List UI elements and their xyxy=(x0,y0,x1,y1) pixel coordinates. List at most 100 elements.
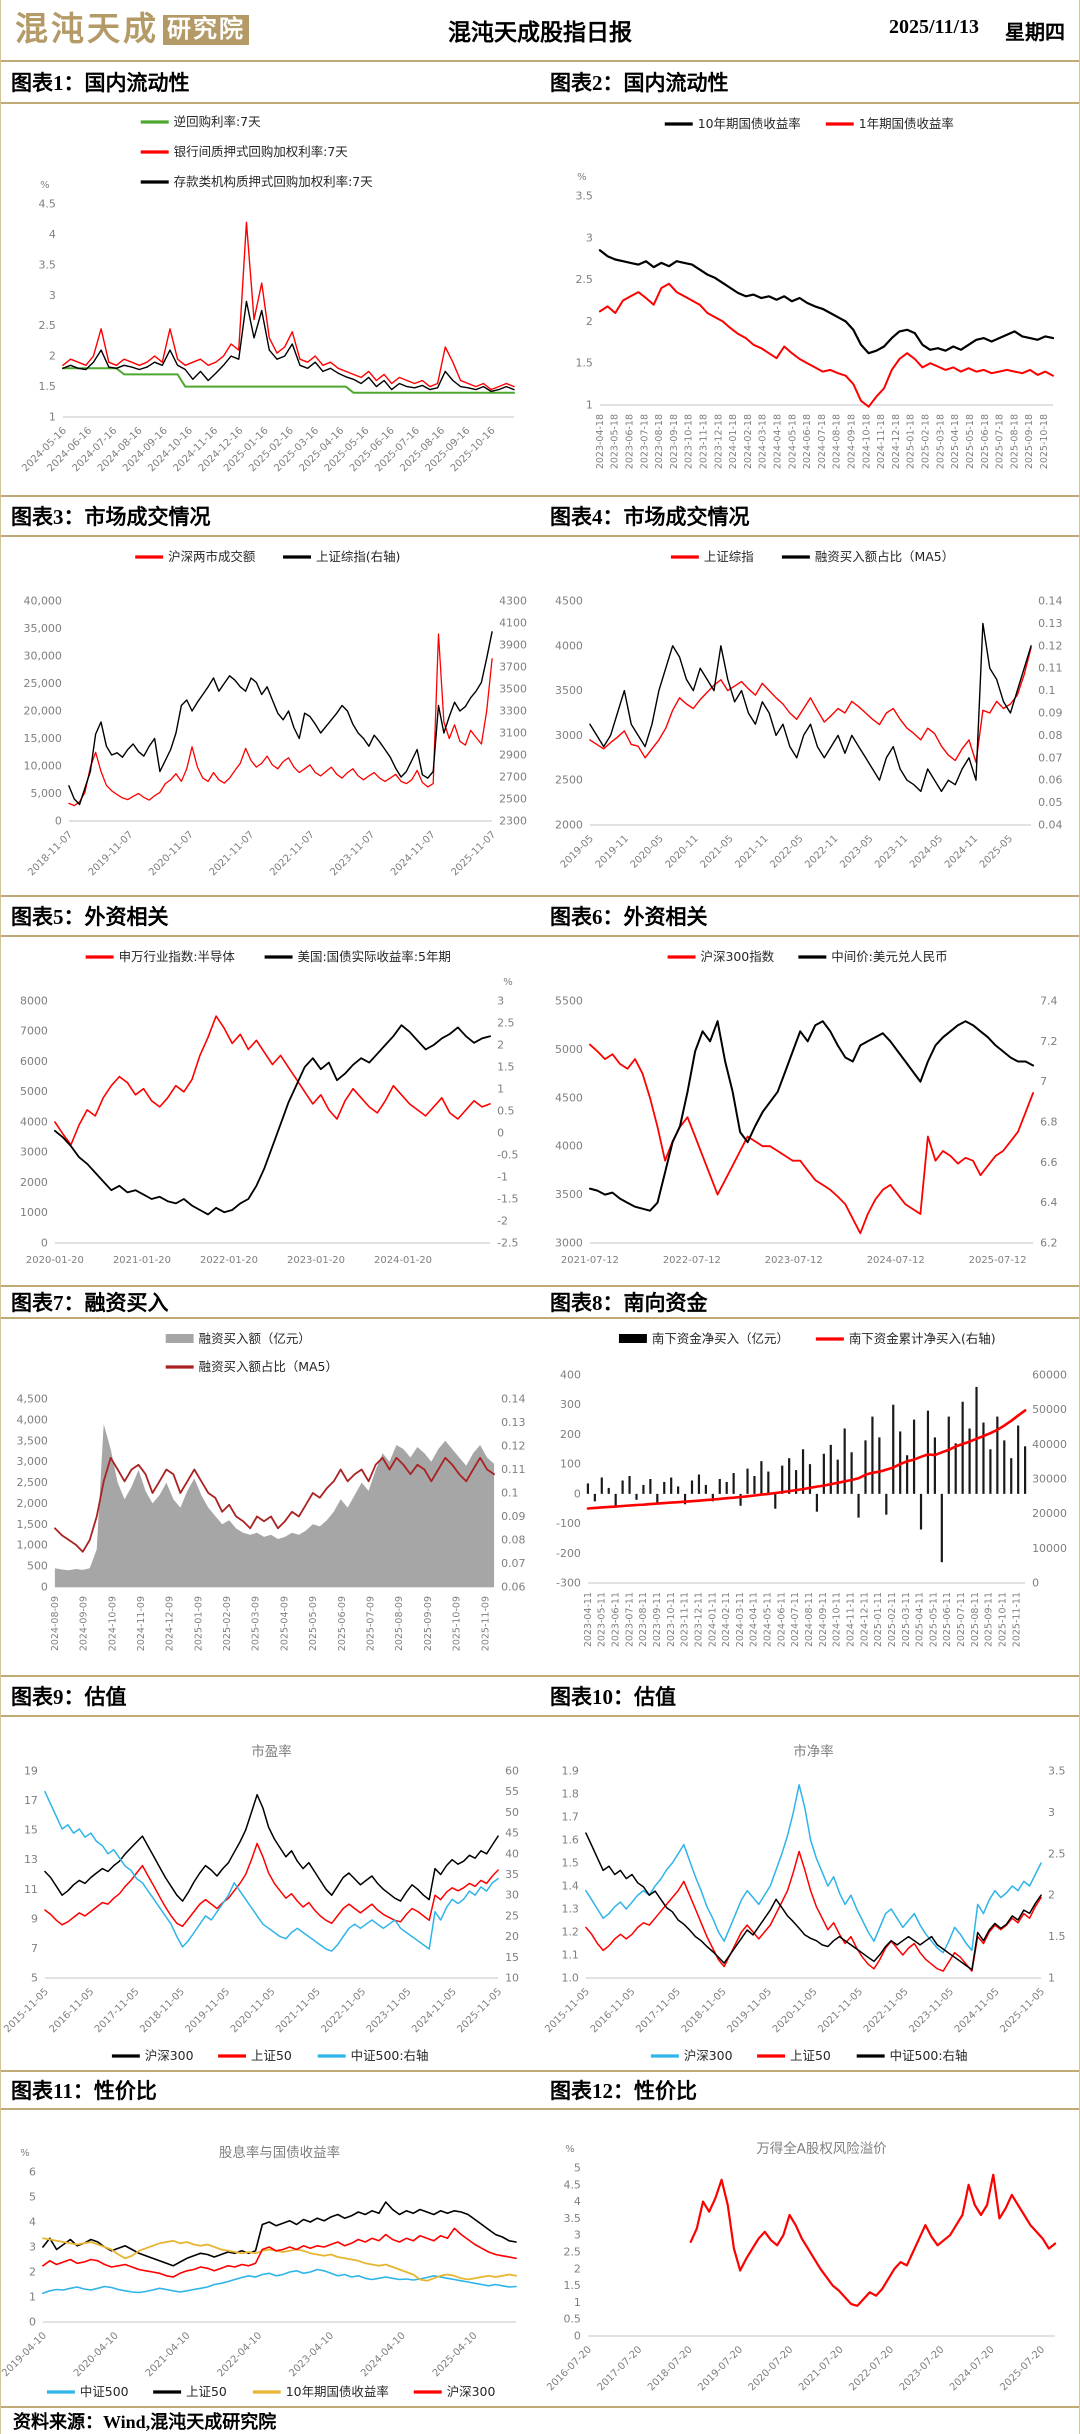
bar-datum xyxy=(1024,1446,1027,1494)
x-axis-label: 2025-05-18 xyxy=(965,414,976,469)
chart8-canvas: 400 300 200 100 0 -100 -200 -300 60000 50000 40000… xyxy=(556,1331,1067,1647)
bar-datum xyxy=(718,1479,721,1494)
chart6-canvas: 5500 5000 4500 4000 3500 3000 7.4 7.2 7 6.8 6.6 6.4… xyxy=(555,949,1057,1266)
right-axis-tick: 0.08 xyxy=(1038,729,1062,742)
right-axis-tick: 0.14 xyxy=(1038,594,1062,607)
x-axis-label: 2021-07-12 xyxy=(561,1255,619,1266)
x-axis-label: 2020-05 xyxy=(629,833,666,870)
left-axis-tick: 3 xyxy=(586,231,593,244)
left-axis-tick: 1,500 xyxy=(17,1518,48,1531)
left-axis-tick: 10,000 xyxy=(24,759,62,772)
bar-datum xyxy=(919,1493,923,1530)
x-axis-label: 2024-07-12 xyxy=(867,1255,925,1266)
x-axis-label: 2023-07-12 xyxy=(765,1255,823,1266)
left-axis-tick: 1.1 xyxy=(561,1948,578,1961)
right-axis-tick: 40000 xyxy=(1032,1438,1067,1451)
x-axis-label: 2025-06-11 xyxy=(942,1592,953,1647)
x-axis-label: 2021-11-05 xyxy=(816,1986,865,2035)
left-axis-tick: 25,000 xyxy=(24,677,62,690)
x-axis-label: 2021-11-07 xyxy=(208,829,257,878)
right-axis-tick: 3 xyxy=(497,994,504,1007)
x-axis-label: 2022-01-20 xyxy=(200,1255,258,1266)
left-axis-tick: 5000 xyxy=(555,1043,583,1056)
legend-label: 融资买入额占比（MA5） xyxy=(815,549,954,564)
left-axis-tick: 30,000 xyxy=(24,649,62,662)
x-axis-label: 2025-02-11 xyxy=(887,1592,898,1647)
x-axis-label: 2023-09-11 xyxy=(652,1592,663,1647)
bar-datum xyxy=(801,1449,805,1494)
bar-datum xyxy=(690,1480,694,1494)
left-axis-tick: 1.4 xyxy=(561,1879,578,1892)
left-axis-tick: 1.0 xyxy=(561,1971,578,1984)
x-axis-label: 2020-11-05 xyxy=(771,1986,820,2035)
x-axis-label: 2022-05 xyxy=(768,833,805,870)
weekday-value: 星期四 xyxy=(1005,21,1065,44)
x-axis-label: 2019-07-20 xyxy=(696,2344,745,2393)
x-axis-label: 2025-01-11 xyxy=(873,1592,884,1647)
left-axis-tick: 11 xyxy=(24,1883,38,1896)
chart-inner-title: 市盈率 xyxy=(251,1743,291,1760)
x-axis-label: 2025-01-09 xyxy=(193,1596,204,1651)
x-axis-label: 2024-04-11 xyxy=(749,1592,760,1647)
x-axis-label: 2024-11-05 xyxy=(953,1986,1002,2035)
right-axis-tick: 20 xyxy=(505,1930,519,1943)
legend-label: 存款类机构质押式回购加权利率:7天 xyxy=(174,174,374,189)
bar-datum xyxy=(739,1493,742,1506)
bar-datum xyxy=(982,1422,985,1494)
figure-title-10: 图表10：估值 xyxy=(550,1685,676,1709)
right-axis-tick: 50 xyxy=(505,1806,519,1819)
right-axis-tick: 20000 xyxy=(1032,1507,1067,1520)
line-series xyxy=(589,1043,1034,1235)
left-axis-tick: -300 xyxy=(556,1576,581,1589)
right-axis-tick: 6.4 xyxy=(1040,1196,1057,1209)
right-axis-tick: 30000 xyxy=(1032,1472,1067,1485)
x-axis-label: 2024-11-07 xyxy=(389,829,438,878)
right-axis-tick: 3500 xyxy=(499,682,527,695)
bar-datum xyxy=(725,1481,728,1494)
legend-label: 1年期国债收益率 xyxy=(859,116,954,131)
left-axis-tick: 5 xyxy=(574,2161,581,2174)
bar-datum xyxy=(961,1401,964,1494)
left-axis-tick: 2 xyxy=(586,315,593,328)
line-series xyxy=(42,2268,517,2295)
bar-datum xyxy=(836,1459,839,1494)
x-axis-label: 2017-11-05 xyxy=(634,1986,683,2035)
line-series xyxy=(62,300,515,393)
figure-title-11: 图表11：性价比 xyxy=(11,2079,157,2103)
left-axis-tick: 1 xyxy=(49,410,56,423)
chart-figure7-margin-buying: 4,500 4,000 3,500 3,000 2,500 2,000 1,500 1,000… xyxy=(1,1319,540,1675)
right-axis-tick: 0.14 xyxy=(501,1392,525,1405)
x-axis-label: 2018-07-20 xyxy=(646,2344,695,2393)
x-axis-label: 2020-07-20 xyxy=(747,2344,796,2393)
bar-datum xyxy=(899,1431,902,1494)
x-axis-label: 2019-11-05 xyxy=(184,1986,233,2035)
left-axis-tick: 3000 xyxy=(20,1146,48,1159)
right-axis-tick: 1 xyxy=(497,1082,504,1095)
right-axis-tick: 25 xyxy=(505,1909,519,1922)
x-axis-label: 2024-10-11 xyxy=(832,1592,843,1647)
legend-label: 10年期国债收益率 xyxy=(286,2384,389,2399)
left-axis-tick: 4 xyxy=(29,2215,36,2228)
chart7-canvas: 4,500 4,000 3,500 3,000 2,500 2,000 1,500 1,000… xyxy=(17,1331,526,1651)
bar-datum xyxy=(933,1437,936,1494)
x-axis-label: 2025-04-09 xyxy=(279,1596,290,1651)
bar-datum xyxy=(649,1479,652,1494)
bar-datum xyxy=(593,1493,596,1502)
x-axis-label: 2024-11-18 xyxy=(876,414,887,469)
x-axis-label: 2025-06-09 xyxy=(337,1596,348,1651)
bar-datum xyxy=(857,1493,860,1518)
left-axis-tick: 3 xyxy=(29,2240,36,2253)
bar-datum xyxy=(864,1440,867,1494)
section-band-row1: 图表1：国内流动性 图表2：国内流动性 xyxy=(1,60,1079,104)
right-axis-tick: 0.11 xyxy=(501,1463,525,1476)
legend-label: 沪深300 xyxy=(684,2048,733,2063)
x-axis-label: 2025-05 xyxy=(978,833,1015,870)
bar-datum xyxy=(635,1493,638,1500)
left-axis-unit: % xyxy=(20,2148,29,2159)
x-axis-label: 2023-07-18 xyxy=(639,414,650,469)
left-axis-tick: 1.5 xyxy=(563,2279,580,2292)
left-axis-tick: 3.5 xyxy=(38,258,55,271)
bar-datum xyxy=(1010,1458,1013,1494)
x-axis-label: 2022-07-12 xyxy=(663,1255,721,1266)
chart-inner-title: 万得全A股权风险溢价 xyxy=(756,2140,887,2157)
